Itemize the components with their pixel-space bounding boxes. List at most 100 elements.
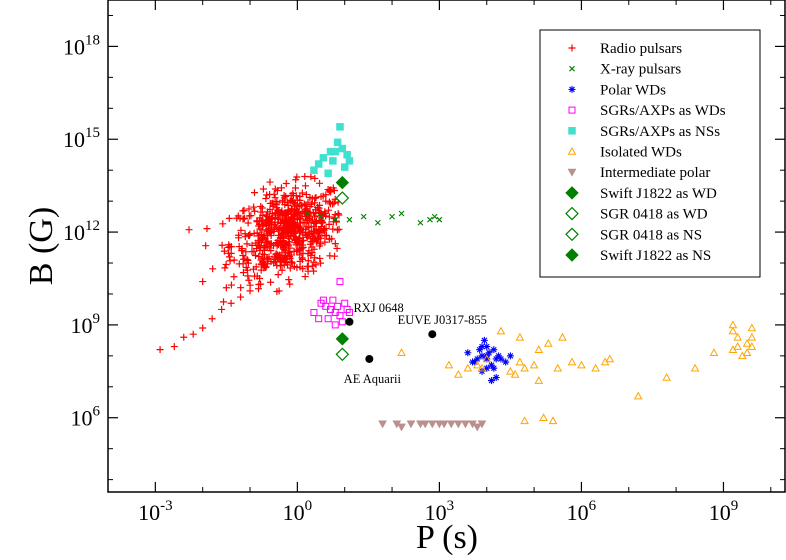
data-point (301, 182, 309, 190)
data-point (308, 200, 316, 208)
data-point (314, 160, 323, 168)
data-point (325, 220, 333, 228)
data-point (255, 232, 263, 240)
data-point (709, 348, 719, 357)
data-point (333, 226, 341, 234)
legend-label: Isolated WDs (600, 145, 682, 161)
legend-label: SGRs/AXPs as NSs (600, 124, 720, 140)
annotation-point (365, 354, 374, 363)
data-point (471, 358, 479, 366)
data-point (548, 416, 558, 425)
data-point (307, 173, 315, 181)
data-point (591, 363, 600, 372)
data-point (235, 260, 243, 268)
data-point (319, 296, 327, 304)
data-point (317, 259, 325, 267)
data-point (446, 420, 456, 429)
data-point (463, 363, 473, 372)
data-point (267, 232, 275, 240)
data-point (312, 219, 320, 227)
data-point (427, 420, 437, 429)
data-point (222, 260, 230, 268)
data-point (320, 225, 328, 233)
data-point (243, 255, 251, 263)
data-point (225, 214, 233, 222)
data-point (290, 212, 298, 220)
legend-entry-sgr-0418-as-wd: SGR 0418 as WD (565, 207, 708, 223)
data-point (485, 349, 493, 357)
data-point (259, 222, 267, 230)
data-point (483, 364, 491, 372)
data-point (263, 231, 271, 239)
legend-entry-swift-j1822-as-wd: Swift J1822 as WD (565, 186, 717, 202)
x-tick-label: 10-3 (138, 498, 173, 525)
data-point (520, 416, 529, 425)
series-radio-pulsars (156, 173, 343, 354)
data-point (326, 147, 335, 156)
data-point (444, 360, 454, 369)
data-point (170, 343, 178, 351)
data-point (279, 224, 287, 232)
data-point (733, 332, 743, 341)
legend-entry-intermediate-polar: Intermediate polar (567, 165, 710, 181)
legend-entry-sgrs-axps-as-nss: SGRs/AXPs as NSs (568, 124, 720, 140)
data-point (242, 248, 250, 256)
data-point (327, 188, 335, 196)
data-point (235, 231, 243, 239)
data-point (329, 225, 337, 233)
data-point (270, 190, 278, 198)
data-point (299, 249, 307, 257)
data-point (510, 369, 520, 378)
data-point (244, 272, 252, 280)
data-point (269, 202, 277, 210)
legend-marker (565, 248, 579, 262)
data-point (273, 288, 281, 296)
data-point (345, 157, 354, 165)
data-point (335, 175, 350, 190)
data-point (327, 305, 335, 313)
data-point (250, 229, 258, 237)
series-swift-j1822-as-ns (335, 175, 350, 190)
data-point (310, 245, 318, 253)
data-point (288, 197, 296, 205)
data-point (319, 154, 328, 162)
data-point (302, 201, 310, 209)
plot-frame (107, 0, 786, 493)
legend-marker (569, 65, 575, 72)
data-point (266, 178, 274, 186)
data-point (239, 207, 247, 215)
data-point (633, 391, 643, 400)
data-point (472, 360, 482, 369)
data-point (539, 413, 548, 422)
legend-entry-sgrs-axps-as-wds: SGRs/AXPs as WDs (568, 103, 726, 119)
data-point (257, 208, 265, 216)
data-point (189, 330, 197, 338)
series-swift-j1822-as-wd (335, 332, 350, 346)
data-point (747, 323, 757, 332)
data-point (397, 423, 406, 432)
data-point (218, 241, 226, 249)
data-point (291, 184, 299, 192)
data-point (480, 336, 488, 344)
legend-entry-sgr-0418-as-ns: SGR 0418 as NS (565, 227, 702, 243)
data-point (333, 244, 341, 252)
data-point (222, 284, 230, 292)
data-point (322, 197, 330, 205)
data-point (321, 238, 329, 246)
series-sgr-0418-as-wd (335, 347, 350, 362)
data-point (286, 264, 294, 272)
data-point (271, 194, 279, 202)
data-point (293, 201, 301, 209)
data-point (374, 219, 381, 226)
data-point (312, 261, 320, 269)
data-point (301, 173, 309, 181)
data-point (209, 265, 217, 273)
data-point (236, 214, 244, 222)
data-point (311, 194, 319, 202)
data-point (605, 354, 615, 363)
data-point (277, 208, 285, 216)
data-point (250, 203, 258, 211)
data-point (266, 205, 274, 213)
data-point (246, 230, 254, 238)
